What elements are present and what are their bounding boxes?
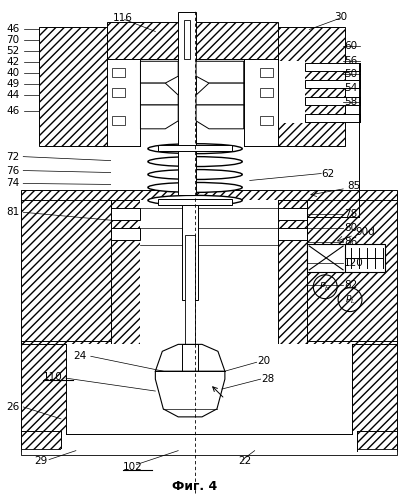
Bar <box>278 228 308 240</box>
Text: 74: 74 <box>6 178 20 188</box>
Polygon shape <box>140 83 178 105</box>
Bar <box>278 26 345 146</box>
Text: 56: 56 <box>344 56 357 66</box>
Text: 120: 120 <box>344 258 364 268</box>
Text: 110: 110 <box>43 372 63 382</box>
Text: 72: 72 <box>6 152 20 162</box>
Text: 24: 24 <box>73 352 86 362</box>
Text: 52: 52 <box>6 46 20 56</box>
Bar <box>305 64 360 71</box>
Text: 22: 22 <box>238 456 251 466</box>
Text: 44: 44 <box>6 90 20 100</box>
Text: Фиг. 4: Фиг. 4 <box>173 480 218 493</box>
Text: 42: 42 <box>6 58 20 68</box>
Bar <box>184 20 190 59</box>
Bar <box>21 190 397 200</box>
Text: 54: 54 <box>344 83 357 93</box>
Bar <box>260 116 273 125</box>
Ellipse shape <box>148 144 242 154</box>
Polygon shape <box>196 62 244 83</box>
Bar <box>140 200 278 344</box>
Bar <box>66 344 352 434</box>
Text: 102: 102 <box>122 462 142 471</box>
Polygon shape <box>196 83 244 105</box>
Text: 82: 82 <box>344 280 357 290</box>
Text: 80: 80 <box>344 223 357 233</box>
Bar <box>159 200 232 205</box>
Text: 29: 29 <box>34 456 47 466</box>
Bar <box>21 431 397 450</box>
Bar <box>159 144 232 150</box>
Text: 40: 40 <box>6 68 20 78</box>
Ellipse shape <box>148 170 242 179</box>
Ellipse shape <box>148 156 242 166</box>
Bar <box>260 68 273 77</box>
Bar <box>112 88 124 97</box>
Bar <box>182 344 198 409</box>
Bar <box>21 342 397 351</box>
Bar <box>260 88 273 97</box>
Bar <box>107 22 278 60</box>
Bar <box>185 235 195 344</box>
Bar <box>305 80 360 88</box>
Bar <box>111 228 140 240</box>
Text: 46: 46 <box>6 24 20 34</box>
Bar <box>21 344 66 434</box>
Text: 28: 28 <box>261 374 275 384</box>
Ellipse shape <box>148 196 242 205</box>
Text: 78: 78 <box>344 209 357 219</box>
Bar <box>112 68 124 77</box>
Bar <box>244 60 278 146</box>
Bar <box>107 60 140 146</box>
Bar <box>21 448 397 454</box>
Text: $P_L$: $P_L$ <box>345 294 355 306</box>
Polygon shape <box>196 105 244 129</box>
Text: 116: 116 <box>112 12 132 22</box>
Bar <box>111 200 140 344</box>
Text: 81: 81 <box>6 208 20 218</box>
Bar <box>112 116 124 125</box>
Bar <box>61 448 357 454</box>
Bar <box>305 97 360 105</box>
Text: 46: 46 <box>6 106 20 116</box>
Text: 70: 70 <box>6 36 20 46</box>
Polygon shape <box>140 62 178 83</box>
Bar <box>352 344 397 434</box>
Text: 49: 49 <box>6 79 20 89</box>
Bar <box>178 12 196 196</box>
Bar <box>61 431 357 450</box>
Text: 85: 85 <box>347 182 360 192</box>
Text: 58: 58 <box>344 97 357 107</box>
Text: 62: 62 <box>321 168 334 178</box>
Polygon shape <box>155 371 225 417</box>
Text: 76: 76 <box>6 166 20 175</box>
Bar <box>182 206 198 300</box>
Bar <box>308 244 385 272</box>
Text: 90d: 90d <box>355 227 375 237</box>
Text: 20: 20 <box>258 356 271 366</box>
Bar <box>278 62 305 123</box>
Bar <box>308 196 397 344</box>
Text: $P_H$: $P_H$ <box>319 280 331 293</box>
Bar <box>39 26 107 146</box>
Bar <box>21 196 111 344</box>
Bar <box>278 208 308 220</box>
Text: 50: 50 <box>344 69 357 79</box>
Ellipse shape <box>148 182 242 192</box>
Text: 30: 30 <box>334 12 347 22</box>
Polygon shape <box>140 105 178 129</box>
Text: 60: 60 <box>344 42 357 51</box>
Bar <box>305 114 360 122</box>
Bar <box>278 200 308 344</box>
Bar <box>111 208 140 220</box>
Text: 26: 26 <box>6 402 20 412</box>
Text: 86: 86 <box>344 237 357 247</box>
